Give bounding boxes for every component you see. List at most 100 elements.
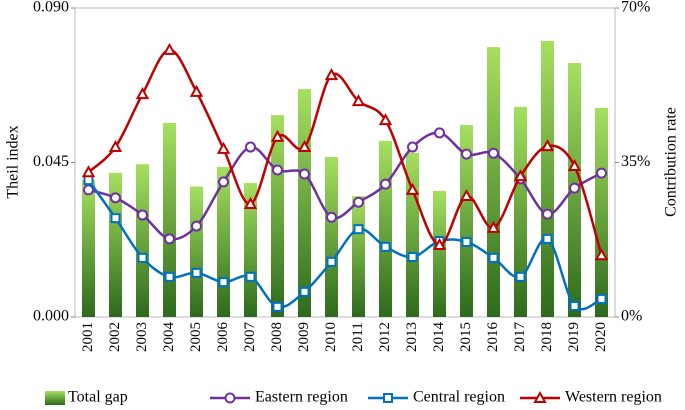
y-tick-label: 0.090 — [33, 0, 69, 16]
point — [515, 271, 526, 282]
point — [380, 241, 391, 252]
bar — [325, 157, 338, 317]
point — [189, 84, 204, 97]
x-tick-label: 2014 — [431, 322, 447, 353]
point — [594, 248, 609, 261]
x-tick-label: 2012 — [377, 322, 393, 352]
point — [567, 158, 582, 172]
point — [569, 182, 580, 194]
point — [272, 301, 283, 312]
bar — [433, 190, 446, 317]
y-tick-label: 0.000 — [33, 308, 69, 325]
bar — [190, 186, 203, 317]
y2-tick-label: 0% — [621, 308, 642, 325]
point — [461, 148, 472, 160]
point — [110, 192, 121, 204]
point — [353, 224, 364, 235]
point — [164, 233, 175, 245]
point — [297, 139, 312, 153]
point — [245, 141, 256, 153]
point — [326, 256, 337, 267]
point — [135, 87, 150, 100]
point — [351, 94, 366, 107]
point — [488, 252, 499, 263]
point — [110, 213, 121, 224]
bar — [514, 106, 527, 317]
legend-label: Total gap — [68, 389, 128, 406]
x-tick-label: 2008 — [269, 322, 285, 352]
point — [486, 220, 501, 233]
x-tick-label: 2020 — [593, 322, 609, 352]
x-tick-label: 2017 — [512, 322, 528, 353]
x-tick-label: 2019 — [566, 322, 582, 352]
point — [83, 184, 94, 196]
bar — [541, 40, 554, 318]
bar — [298, 89, 311, 317]
bar — [244, 183, 257, 317]
x-tick-label: 2006 — [215, 322, 231, 353]
x-tick-label: 2003 — [134, 322, 150, 352]
bar — [379, 140, 392, 317]
point — [407, 251, 418, 262]
point — [378, 113, 393, 126]
point — [324, 68, 339, 81]
point — [218, 277, 229, 288]
point — [488, 147, 499, 159]
x-tick-label: 2007 — [242, 322, 258, 353]
point — [432, 237, 447, 251]
point — [108, 139, 123, 153]
point — [83, 175, 94, 186]
y2-tick-label: 70% — [621, 0, 650, 16]
point — [459, 188, 474, 202]
x-tick-label: 2011 — [350, 322, 366, 351]
point — [596, 167, 607, 179]
legend-marker — [383, 393, 393, 403]
x-tick-label: 2010 — [323, 322, 339, 352]
point — [326, 211, 337, 223]
bar — [136, 164, 149, 317]
point — [299, 286, 310, 297]
legend-label: Western region — [565, 389, 662, 406]
y2-axis-label: Contribution rate — [663, 107, 680, 217]
point — [191, 220, 202, 232]
x-tick-label: 2015 — [458, 322, 474, 352]
point — [434, 127, 445, 139]
point — [540, 139, 555, 152]
bar — [460, 125, 473, 318]
legend-marker — [224, 392, 236, 404]
point — [245, 271, 256, 282]
legend-label: Eastern region — [255, 389, 348, 406]
x-tick-label: 2005 — [188, 322, 204, 352]
point — [407, 141, 418, 153]
point — [513, 169, 528, 182]
point — [216, 141, 231, 154]
x-tick-label: 2001 — [80, 322, 96, 352]
point — [405, 182, 420, 195]
point — [353, 196, 364, 208]
x-tick-label: 2009 — [296, 322, 312, 352]
point — [81, 165, 96, 178]
point — [272, 164, 283, 176]
bar — [109, 172, 122, 317]
point — [380, 178, 391, 190]
bar — [595, 107, 608, 317]
point — [162, 42, 177, 55]
point — [243, 196, 258, 209]
x-tick-label: 2013 — [404, 322, 420, 352]
point — [596, 293, 607, 304]
y-axis-label: Theil index — [5, 125, 22, 198]
point — [270, 129, 285, 142]
bar — [352, 196, 365, 317]
bar — [163, 123, 176, 318]
point — [542, 208, 553, 220]
point — [218, 176, 229, 188]
legend-swatch — [45, 391, 65, 405]
y-tick-label: 0.045 — [33, 153, 69, 170]
x-tick-label: 2002 — [107, 322, 123, 352]
bar — [82, 179, 95, 317]
bar — [487, 47, 500, 317]
point — [137, 252, 148, 263]
point — [164, 271, 175, 282]
point — [137, 209, 148, 221]
